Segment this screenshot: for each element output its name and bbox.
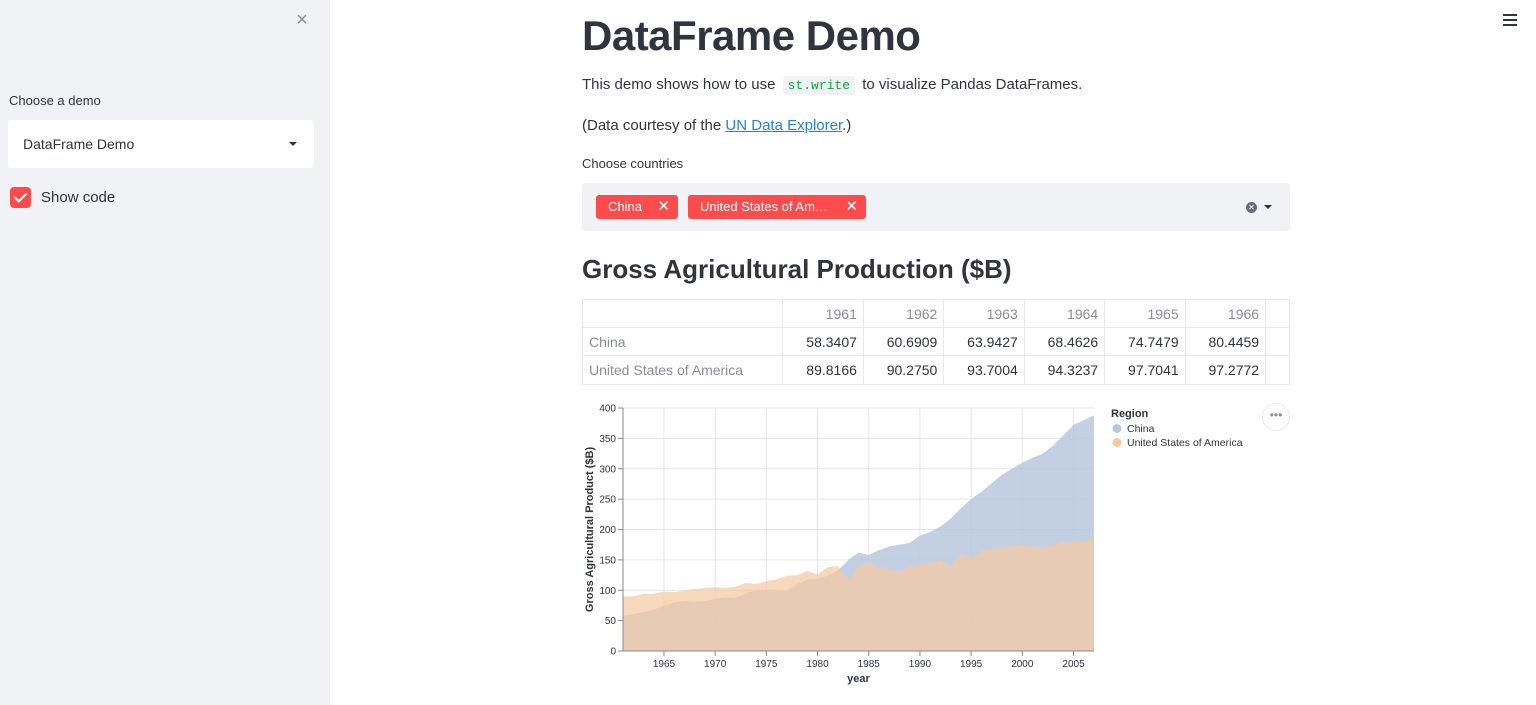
legend-label: United States of America xyxy=(1127,437,1243,449)
x-tick-label: 1995 xyxy=(960,659,983,670)
row-index: United States of America xyxy=(583,356,784,384)
y-axis-title: Gross Agricultural Product ($B) xyxy=(584,447,596,613)
countries-multiselect[interactable]: China ✕ United States of Am… ✕ ✕ xyxy=(582,183,1290,231)
table-header-row: 1961 1962 1963 1964 1965 1966 xyxy=(583,300,1289,328)
x-tick-label: 2005 xyxy=(1062,659,1085,670)
y-tick-label: 0 xyxy=(610,647,616,658)
table-pad-cell xyxy=(1266,328,1289,355)
column-header[interactable]: 1964 xyxy=(1025,300,1106,327)
x-tick-label: 1985 xyxy=(858,659,881,670)
x-tick-label: 1975 xyxy=(755,659,778,670)
column-header[interactable]: 1961 xyxy=(783,300,864,327)
x-axis-title: year xyxy=(847,673,870,685)
show-code-checkbox[interactable] xyxy=(10,186,31,208)
x-tick-label: 1970 xyxy=(704,659,727,670)
table-corner-cell xyxy=(583,300,784,327)
column-header[interactable]: 1965 xyxy=(1105,300,1186,327)
table-cell: 93.7004 xyxy=(944,356,1025,384)
clear-all-icon[interactable]: ✕ xyxy=(1246,202,1257,213)
intro-text: This demo shows how to use st.write to v… xyxy=(582,76,1083,95)
y-tick-label: 400 xyxy=(599,404,616,415)
remove-tag-icon[interactable]: ✕ xyxy=(657,198,670,215)
legend-title: Region xyxy=(1111,408,1149,420)
column-header[interactable]: 1963 xyxy=(944,300,1025,327)
legend-label: China xyxy=(1127,423,1155,435)
chart-actions-menu-icon[interactable]: ••• xyxy=(1262,403,1290,431)
hamburger-icon[interactable] xyxy=(1503,14,1517,28)
table-cell: 94.3237 xyxy=(1025,356,1106,384)
inline-code: st.write xyxy=(782,76,856,95)
country-tag[interactable]: United States of Am… ✕ xyxy=(688,195,866,219)
table-cell: 74.7479 xyxy=(1105,328,1186,355)
table-row: United States of America 89.8166 90.2750… xyxy=(583,356,1289,384)
table-cell: 97.7041 xyxy=(1105,356,1186,384)
table-cell: 80.4459 xyxy=(1186,328,1267,355)
x-tick-label: 1990 xyxy=(909,659,932,670)
show-code-checkbox-row[interactable]: Show code xyxy=(10,186,115,208)
chevron-down-icon[interactable] xyxy=(1264,205,1272,209)
y-tick-label: 50 xyxy=(605,616,617,627)
demo-select-label: Choose a demo xyxy=(9,93,101,108)
demo-select-value: DataFrame Demo xyxy=(23,136,135,152)
intro-text-before: This demo shows how to use xyxy=(582,76,776,93)
table-cell: 60.6909 xyxy=(864,328,945,355)
dataframe-table: 1961 1962 1963 1964 1965 1966 China 58.3… xyxy=(582,299,1290,385)
row-index: China xyxy=(583,328,784,355)
area-chart: 0 50 100 150 200 250 300 350 400 1965 1970 1975 1980… xyxy=(582,400,1290,700)
y-tick-label: 300 xyxy=(599,464,616,475)
countries-label: Choose countries xyxy=(582,156,684,171)
page-title: DataFrame Demo xyxy=(582,12,921,59)
section-title: Gross Agricultural Production ($B) xyxy=(582,254,1012,284)
courtesy-after: .) xyxy=(842,117,852,134)
column-header[interactable]: 1966 xyxy=(1186,300,1267,327)
sidebar: × Choose a demo DataFrame Demo Show code xyxy=(0,0,330,705)
y-tick-label: 200 xyxy=(599,525,616,536)
table-cell: 90.2750 xyxy=(864,356,945,384)
remove-tag-icon[interactable]: ✕ xyxy=(845,198,858,215)
show-code-label: Show code xyxy=(41,188,116,206)
table-pad-cell xyxy=(1266,356,1289,384)
table-cell: 89.8166 xyxy=(783,356,864,384)
y-tick-label: 100 xyxy=(599,586,616,597)
country-tag[interactable]: China ✕ xyxy=(596,195,678,219)
country-tag-label: China xyxy=(608,199,642,214)
x-tick-label: 1965 xyxy=(653,659,676,670)
chart-svg: 0 50 100 150 200 250 300 350 400 1965 1970 1975 1980… xyxy=(584,404,1243,686)
x-tick-label: 2000 xyxy=(1011,659,1034,670)
chevron-down-icon xyxy=(289,142,297,146)
table-cell: 58.3407 xyxy=(783,328,864,355)
intro-text-after: to visualize Pandas DataFrames. xyxy=(862,76,1083,93)
table-row: China 58.3407 60.6909 63.9427 68.4626 74… xyxy=(583,328,1289,356)
country-tag-label: United States of Am… xyxy=(700,199,828,214)
un-data-explorer-link[interactable]: UN Data Explorer xyxy=(725,117,843,134)
y-tick-label: 350 xyxy=(599,434,616,445)
table-cell: 63.9427 xyxy=(944,328,1025,355)
close-sidebar-icon[interactable]: × xyxy=(296,9,308,31)
y-tick-label: 250 xyxy=(599,495,616,506)
table-pad-cell xyxy=(1266,300,1289,327)
column-header[interactable]: 1962 xyxy=(864,300,945,327)
data-courtesy-text: (Data courtesy of the UN Data Explorer.) xyxy=(582,117,851,134)
table-cell: 68.4626 xyxy=(1025,328,1106,355)
legend-swatch xyxy=(1112,438,1122,447)
x-tick-label: 1980 xyxy=(806,659,829,670)
courtesy-before: (Data courtesy of the xyxy=(582,117,726,134)
area-series-united-states-of-america xyxy=(623,538,1094,651)
y-tick-label: 150 xyxy=(599,555,616,566)
demo-select[interactable]: DataFrame Demo xyxy=(8,120,314,168)
legend-swatch xyxy=(1112,424,1122,433)
table-cell: 97.2772 xyxy=(1186,356,1267,384)
